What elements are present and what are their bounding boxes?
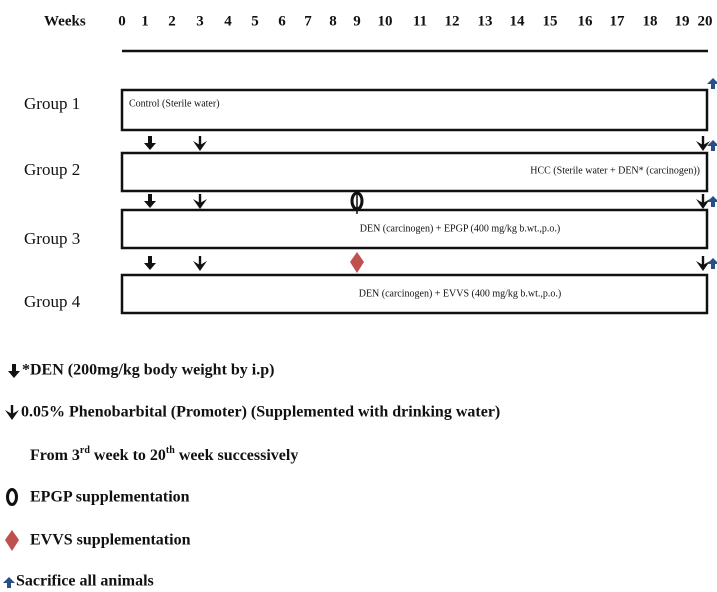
week-number: 20: [698, 13, 713, 29]
legend-text: EVVS supplementation: [30, 532, 191, 549]
group-label: Group 2: [24, 160, 80, 179]
week-number: 14: [510, 13, 526, 29]
week-number: 9: [353, 13, 361, 29]
legend-icon: [5, 405, 19, 420]
group-box: [120, 88, 709, 132]
group-label: Group 1: [24, 94, 80, 113]
week-number: 17: [610, 13, 626, 29]
group-label: Group 4: [24, 292, 81, 311]
weeks-label: Weeks: [44, 13, 86, 29]
week-number: 1: [141, 13, 149, 29]
week-number: 0: [118, 13, 126, 29]
week-number: 10: [378, 13, 393, 29]
week-number: 8: [329, 13, 337, 29]
group-box: [120, 208, 709, 250]
week-number: 12: [445, 13, 460, 29]
legend-text: EPGP supplementation: [30, 489, 190, 506]
group-text: HCC (Sterile water + DEN* (carcinogen)): [530, 165, 700, 176]
week-number: 6: [278, 13, 286, 29]
legend-text: Sacrifice all animals: [16, 573, 154, 590]
week-number: 19: [675, 13, 690, 29]
group-text: DEN (carcinogen) + EVVS (400 mg/kg b.wt.…: [359, 288, 562, 299]
legend-icon: [8, 364, 20, 378]
week-number: 5: [251, 13, 259, 29]
legend-text: *DEN (200mg/kg body weight by i.p): [22, 362, 274, 379]
week-number: 3: [196, 13, 204, 29]
legend-icon: [3, 577, 15, 588]
group-text: DEN (carcinogen) + EPGP (400 mg/kg b.wt.…: [360, 223, 561, 234]
legend-text: 0.05% Phenobarbital (Promoter) (Suppleme…: [21, 404, 500, 421]
group-text: Control (Sterile water): [129, 98, 220, 109]
group-box: [120, 151, 709, 193]
week-number: 4: [224, 13, 232, 29]
legend-icon: [6, 488, 18, 506]
legend-text: From 3rd week to 20th week successively: [30, 445, 298, 463]
legend-icon: [5, 530, 19, 551]
week-number: 7: [304, 13, 312, 29]
week-number: 18: [643, 13, 658, 29]
schedule-icons: [144, 78, 717, 273]
week-number: 15: [543, 13, 558, 29]
week-number: 13: [478, 13, 493, 29]
week-number: 16: [578, 13, 594, 29]
group-box: [120, 273, 709, 315]
week-number: 2: [168, 13, 176, 29]
week-number: 11: [413, 13, 427, 29]
group-label: Group 3: [24, 229, 80, 248]
